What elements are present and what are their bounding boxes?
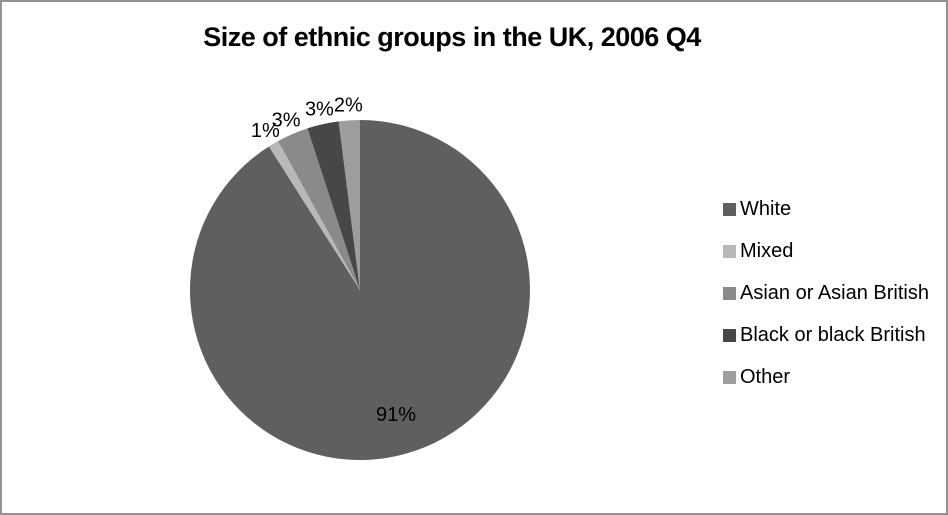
legend: White Mixed Asian or Asian British Black or… bbox=[723, 199, 929, 409]
legend-label: Mixed bbox=[740, 240, 794, 262]
pie-slice-mixed bbox=[268, 141, 360, 290]
pie-data-label: 2% bbox=[334, 94, 363, 116]
legend-swatch-icon bbox=[723, 244, 736, 258]
legend-item: Black or black British bbox=[723, 325, 929, 345]
pie-data-label: 1% bbox=[251, 120, 280, 142]
legend-swatch-icon bbox=[723, 370, 736, 384]
legend-label: White bbox=[740, 198, 792, 220]
legend-label: Black or black British bbox=[740, 324, 926, 346]
legend-swatch-icon bbox=[723, 202, 736, 216]
pie-slice-other bbox=[338, 119, 360, 290]
legend-label: Asian or Asian British bbox=[740, 282, 929, 304]
pie-slice-white bbox=[189, 120, 530, 460]
legend-item: Mixed bbox=[723, 241, 929, 261]
chart-title: Size of ethnic groups in the UK, 2006 Q4 bbox=[203, 22, 701, 52]
legend-item: White bbox=[723, 199, 929, 219]
legend-item: Other bbox=[723, 367, 929, 387]
pie-data-label: 91% bbox=[376, 404, 416, 426]
legend-item: Asian or Asian British bbox=[723, 283, 929, 303]
legend-swatch-icon bbox=[723, 328, 736, 342]
legend-swatch-icon bbox=[723, 286, 736, 300]
pie-data-label: 3% bbox=[305, 99, 334, 121]
pie-slice-asian-or-asian-british bbox=[278, 128, 360, 290]
pie-slice-black-or-black-british bbox=[307, 121, 360, 290]
legend-label: Other bbox=[740, 366, 791, 388]
pie-data-label: 3% bbox=[272, 109, 301, 131]
